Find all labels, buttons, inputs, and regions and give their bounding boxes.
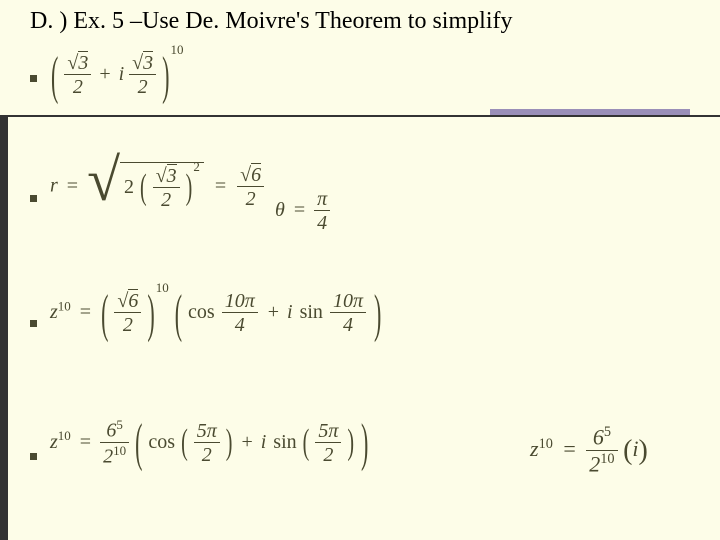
eq4-zexp: 10 (58, 428, 71, 443)
eq2-res-num: 6 (251, 163, 261, 186)
eq4-sden: 2 (315, 443, 341, 467)
eq3-plus: + (268, 301, 279, 323)
eq2-two: 2 (124, 176, 134, 198)
bullet-3 (30, 320, 37, 327)
eq2-eq2: = (215, 175, 226, 197)
eq5-cdb: 2 (589, 451, 600, 476)
slide-title: D. ) Ex. 5 –Use De. Moivre's Theorem to … (30, 8, 512, 35)
eq1-i: i (119, 63, 125, 85)
eq2t-eq: = (294, 199, 305, 221)
eq5-zexp: 10 (539, 436, 553, 452)
eq4-cde: 10 (113, 443, 126, 458)
equation-2: r = √ 2 ( √3 2 )2 = √6 2 (50, 162, 264, 212)
eq5-cnb: 6 (593, 424, 604, 449)
eq1-num-a: 3 (78, 51, 88, 74)
equation-2-theta: θ = π 4 (275, 188, 330, 235)
left-sidebar-rule (0, 117, 8, 540)
eq3-snum: 10π (330, 290, 366, 313)
eq4-cne: 5 (116, 417, 123, 432)
eq4-cnb: 6 (106, 420, 116, 442)
eq3-i: i (287, 301, 293, 323)
eq4-cdb: 2 (103, 445, 113, 467)
eq2t-theta: θ (275, 199, 285, 221)
eq1-den-a: 2 (64, 75, 91, 99)
eq3-sin: sin (300, 301, 323, 323)
eq2-inner-num: 3 (167, 164, 177, 187)
eq1-exp: 10 (170, 42, 183, 57)
equation-5: z10 = 65 210 (i) (530, 425, 648, 477)
eq3-sden: 4 (330, 313, 366, 337)
eq4-cos: cos (148, 431, 175, 453)
eq4-plus: + (241, 431, 252, 453)
eq2-eq1: = (67, 175, 78, 197)
bullet-4 (30, 453, 37, 460)
eq2t-pi: π (314, 188, 330, 211)
eq3-oexp: 10 (156, 280, 169, 295)
eq3-zexp: 10 (58, 298, 71, 313)
eq2t-den: 4 (314, 211, 330, 235)
eq1-plus: + (99, 63, 110, 85)
horizontal-rule (0, 115, 720, 117)
eq2-inner-den: 2 (153, 188, 180, 212)
eq3-cden: 4 (222, 313, 258, 337)
eq2-inner-exp: 2 (193, 159, 200, 174)
eq4-i: i (261, 431, 267, 453)
eq5-cne: 5 (604, 424, 611, 440)
eq5-cde: 10 (600, 451, 614, 467)
eq2-res-den: 2 (237, 187, 264, 211)
eq1-den-b: 2 (129, 75, 156, 99)
eq3-cnum: 10π (222, 290, 258, 313)
eq4-sin: sin (273, 431, 296, 453)
bullet-2 (30, 195, 37, 202)
eq4-cnum: 5π (194, 420, 220, 443)
eq5-z: z (530, 436, 539, 461)
eq4-cden: 2 (194, 443, 220, 467)
equation-4: z10 = 65 210 ( cos ( 5π 2 ) + i sin ( 5π… (50, 418, 369, 468)
eq3-fnum: 6 (128, 289, 138, 312)
eq1-num-b: 3 (143, 51, 153, 74)
eq3-eq: = (80, 301, 91, 323)
eq3-z: z (50, 301, 58, 323)
equation-3: z10 = ( √6 2 )10 ( cos 10π 4 + i sin 10π… (50, 290, 382, 337)
eq3-fden: 2 (114, 313, 141, 337)
equation-1: ( √3 2 + i √3 2 )10 (50, 52, 183, 99)
eq4-snum: 5π (315, 420, 341, 443)
eq5-eq: = (563, 436, 575, 461)
accent-bar (490, 109, 690, 115)
bullet-1 (30, 75, 37, 82)
eq3-cos: cos (188, 301, 215, 323)
eq2-r: r (50, 175, 58, 197)
eq4-eq: = (80, 431, 91, 453)
eq4-z: z (50, 431, 58, 453)
